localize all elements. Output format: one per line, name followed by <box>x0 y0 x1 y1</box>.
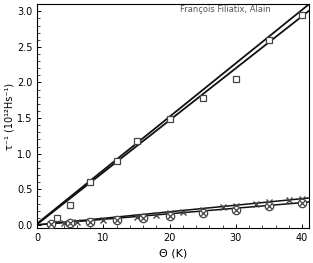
X-axis label: Θ (K): Θ (K) <box>159 249 187 259</box>
Y-axis label: τ⁻¹ (10¹²Hs⁻¹): τ⁻¹ (10¹²Hs⁻¹) <box>4 83 14 150</box>
Text: François Filiatix, Alain: François Filiatix, Alain <box>180 5 271 14</box>
